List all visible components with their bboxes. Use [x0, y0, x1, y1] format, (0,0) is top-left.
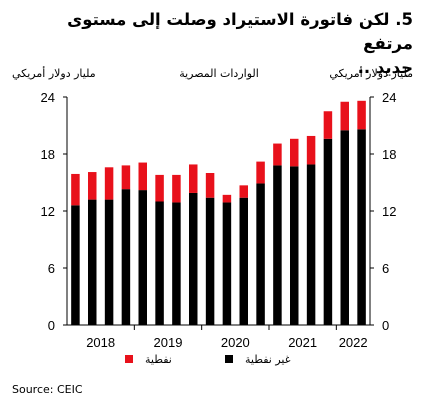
bar-nonoil-13 — [290, 166, 299, 325]
bar-oil-6 — [172, 174, 181, 203]
bar-nonoil-12 — [273, 165, 282, 325]
bar-oil-5 — [155, 174, 164, 202]
y-tick-label-right-3: 18 — [382, 147, 396, 162]
x-tick-label-1: 2019 — [154, 335, 183, 350]
bar-oil-12 — [273, 143, 282, 166]
y-tick-label-left-3: 18 — [41, 147, 55, 162]
bar-nonoil-4 — [138, 190, 147, 325]
chart-subtitle: الواردات المصرية — [179, 67, 259, 80]
bar-oil-14 — [306, 135, 316, 165]
bar-nonoil-15 — [323, 138, 333, 325]
bar-oil-8 — [205, 173, 215, 198]
x-tick-label-4: 2022 — [339, 335, 368, 350]
legend-swatch-oil — [125, 355, 133, 363]
y-tick-label-left-2: 12 — [41, 204, 55, 219]
legend: نفطية غير نفطية — [125, 353, 291, 366]
x-tick-label-3: 2021 — [288, 335, 317, 350]
bar-oil-17 — [357, 100, 366, 130]
legend-label-oil: نفطية — [145, 353, 172, 366]
y-axis-label-left: مليار دولار أمريكي — [12, 66, 96, 80]
bar-nonoil-10 — [239, 197, 248, 325]
y-tick-label-right-0: 0 — [382, 318, 389, 333]
bar-nonoil-9 — [222, 202, 232, 325]
bar-oil-11 — [256, 161, 265, 184]
y-tick-label-right-4: 24 — [382, 90, 396, 105]
bar-oil-3 — [121, 165, 131, 190]
bar-oil-10 — [239, 185, 248, 198]
bar-oil-7 — [189, 164, 198, 193]
chart-title: 5. لكن فاتورة الاستيراد وصلت إلى مستوى م… — [13, 8, 413, 80]
bar-oil-2 — [104, 167, 114, 200]
bar-nonoil-0 — [71, 205, 80, 325]
y-tick-label-right-2: 12 — [382, 204, 396, 219]
bar-oil-0 — [71, 173, 80, 206]
bar-oil-4 — [138, 162, 147, 191]
bar-oil-16 — [340, 101, 349, 131]
y-tick-label-left-4: 24 — [41, 90, 55, 105]
bars-group — [71, 100, 366, 325]
bar-nonoil-1 — [88, 199, 97, 325]
bar-oil-9 — [222, 194, 232, 203]
bar-nonoil-6 — [172, 202, 181, 325]
chart-title-line-2: جديد .. — [357, 58, 413, 77]
bar-nonoil-8 — [205, 197, 215, 325]
bar-oil-13 — [290, 138, 299, 167]
bar-nonoil-5 — [155, 201, 164, 325]
y-axis-label-right: مليار دولار أمريكي — [329, 66, 413, 80]
bar-nonoil-3 — [121, 189, 131, 325]
bar-nonoil-14 — [306, 164, 316, 325]
x-ticks-group: 2018 2019 2020 2021 2022 — [86, 325, 368, 350]
bar-nonoil-11 — [256, 183, 265, 325]
bar-nonoil-7 — [189, 192, 198, 325]
bar-nonoil-17 — [357, 129, 366, 325]
bar-nonoil-16 — [340, 130, 349, 325]
x-tick-label-0: 2018 — [86, 335, 115, 350]
bar-nonoil-2 — [104, 199, 114, 325]
source-note: Source: CEIC — [12, 383, 83, 396]
y-tick-label-right-1: 6 — [382, 261, 389, 276]
bar-oil-15 — [323, 111, 333, 139]
x-tick-label-2: 2020 — [221, 335, 250, 350]
y-tick-label-left-1: 6 — [48, 261, 55, 276]
y-tick-label-left-0: 0 — [48, 318, 55, 333]
legend-label-nonoil: غير نفطية — [245, 353, 291, 366]
legend-swatch-nonoil — [225, 355, 233, 363]
y-ticks-group: 0 0 6 6 12 12 18 18 24 24 — [41, 90, 397, 333]
bar-oil-1 — [88, 172, 97, 200]
chart-title-line-1: 5. لكن فاتورة الاستيراد وصلت إلى مستوى م… — [67, 10, 413, 53]
